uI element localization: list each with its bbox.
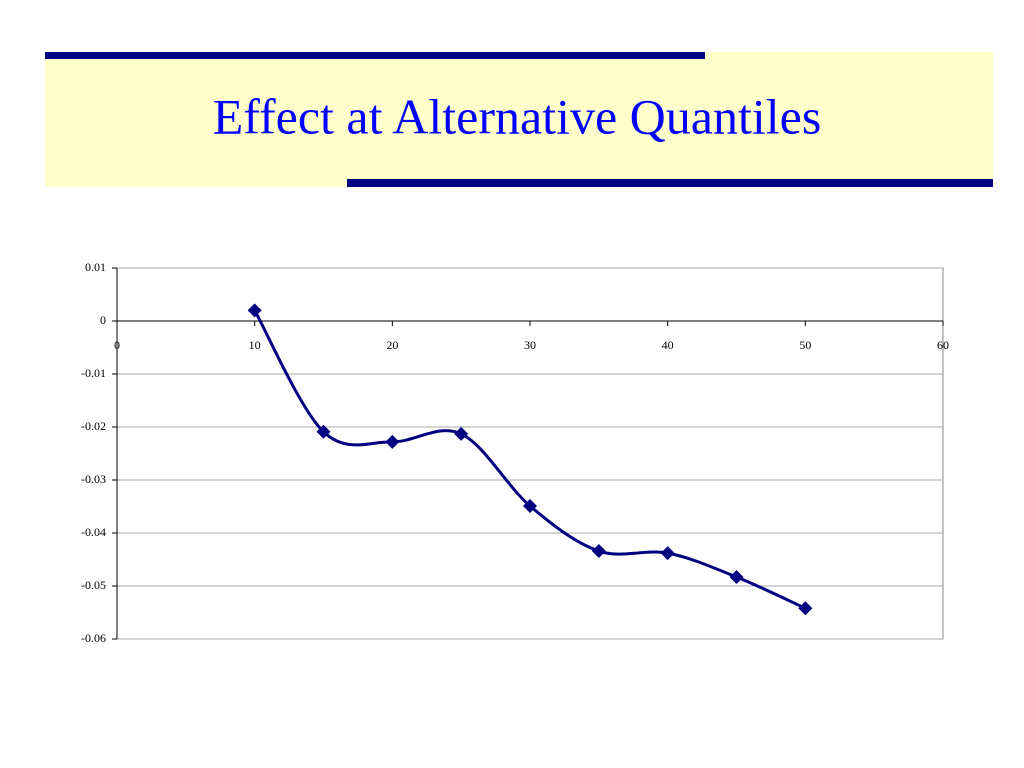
y-tick-label: -0.01 bbox=[81, 366, 106, 380]
x-tick-label: 20 bbox=[386, 338, 398, 352]
x-tick-label: 30 bbox=[524, 338, 536, 352]
y-tick-label: 0 bbox=[100, 313, 106, 327]
data-point bbox=[591, 544, 606, 559]
x-tick-label: 10 bbox=[249, 338, 261, 352]
y-tick-label: 0.01 bbox=[85, 260, 106, 274]
x-tick-label: 60 bbox=[937, 338, 949, 352]
data-point bbox=[729, 569, 744, 584]
plot-area bbox=[116, 267, 944, 640]
y-tick-label: -0.05 bbox=[81, 578, 106, 592]
x-tick-label: 50 bbox=[799, 338, 811, 352]
y-tick-label: -0.04 bbox=[81, 525, 106, 539]
x-tick-label: 0 bbox=[114, 338, 120, 352]
data-point bbox=[247, 303, 262, 318]
data-point bbox=[316, 424, 331, 439]
x-tick-label: 40 bbox=[662, 338, 674, 352]
banner-bar-bottom bbox=[347, 179, 993, 187]
chart-title: Effect at Alternative Quantiles bbox=[213, 88, 822, 144]
data-point bbox=[523, 498, 537, 513]
y-tick-label: -0.02 bbox=[81, 419, 106, 433]
data-point bbox=[385, 434, 400, 449]
data-point bbox=[660, 546, 675, 561]
data-point bbox=[798, 601, 813, 616]
data-point bbox=[454, 426, 469, 441]
title-banner bbox=[45, 52, 993, 187]
data-line bbox=[253, 309, 806, 610]
y-tick-label: -0.06 bbox=[81, 631, 106, 645]
banner-bar-top bbox=[45, 52, 705, 59]
y-tick-label: -0.03 bbox=[81, 472, 106, 486]
